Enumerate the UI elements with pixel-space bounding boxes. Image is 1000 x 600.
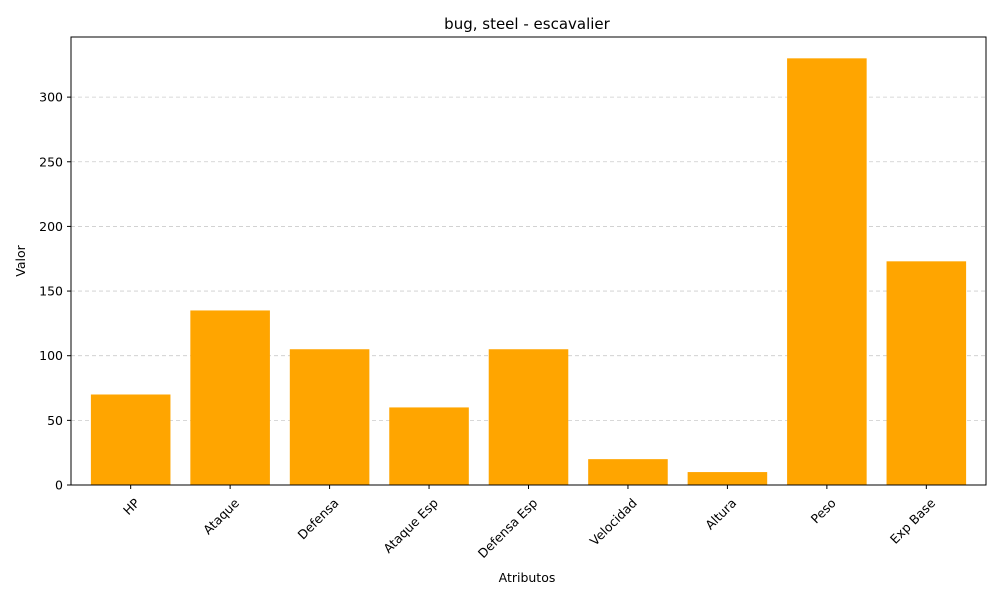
bar-exp-base bbox=[886, 261, 967, 485]
y-axis-ticks: 0 50 100 150 200 250 300 bbox=[39, 90, 71, 493]
x-tick-label: Defensa bbox=[294, 495, 341, 542]
chart-title: bug, steel - escavalier bbox=[444, 15, 610, 33]
y-tick-label: 300 bbox=[39, 90, 63, 105]
x-axis-label: Atributos bbox=[499, 570, 556, 585]
bar-peso bbox=[787, 58, 867, 485]
bar-hp bbox=[90, 394, 171, 485]
x-tick-label: Ataque Esp bbox=[380, 495, 441, 556]
x-axis-ticks: HP Ataque Defensa Ataque Esp Defensa Esp Velo… bbox=[120, 485, 938, 561]
y-axis-label: Valor bbox=[13, 244, 28, 276]
bar-defensa bbox=[289, 349, 370, 485]
y-tick-label: 50 bbox=[47, 413, 63, 428]
bar-defensa-esp bbox=[488, 349, 569, 485]
x-tick-label: HP bbox=[120, 495, 143, 518]
y-tick-label: 100 bbox=[39, 348, 63, 363]
y-tick-label: 150 bbox=[39, 284, 63, 299]
x-tick-label: Peso bbox=[808, 495, 839, 526]
y-tick-label: 0 bbox=[55, 478, 63, 493]
y-tick-label: 250 bbox=[39, 154, 63, 169]
y-tick-label: 200 bbox=[39, 219, 63, 234]
x-tick-label: Defensa Esp bbox=[475, 495, 541, 561]
x-tick-label: Velocidad bbox=[587, 495, 640, 548]
bar-ataque bbox=[190, 310, 270, 485]
bar-velocidad bbox=[588, 459, 668, 485]
bar-ataque-esp bbox=[389, 407, 469, 485]
x-tick-label: Ataque bbox=[200, 495, 242, 537]
x-tick-label: Exp Base bbox=[887, 495, 939, 547]
bars-layer bbox=[90, 58, 967, 485]
bar-altura bbox=[687, 472, 768, 485]
x-tick-label: Altura bbox=[702, 495, 739, 532]
